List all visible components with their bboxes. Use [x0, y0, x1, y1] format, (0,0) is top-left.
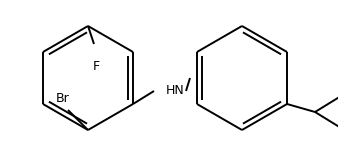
- Text: HN: HN: [166, 84, 185, 97]
- Text: F: F: [92, 60, 100, 73]
- Text: Br: Br: [56, 91, 70, 104]
